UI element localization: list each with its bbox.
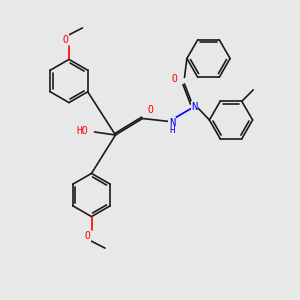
- Text: O: O: [85, 231, 91, 241]
- Text: N: N: [169, 118, 175, 128]
- Text: O: O: [62, 35, 68, 45]
- Text: N: N: [191, 101, 197, 112]
- Text: HO: HO: [76, 126, 88, 136]
- Text: H: H: [169, 126, 175, 135]
- Text: O: O: [172, 74, 178, 84]
- Text: O: O: [148, 105, 154, 115]
